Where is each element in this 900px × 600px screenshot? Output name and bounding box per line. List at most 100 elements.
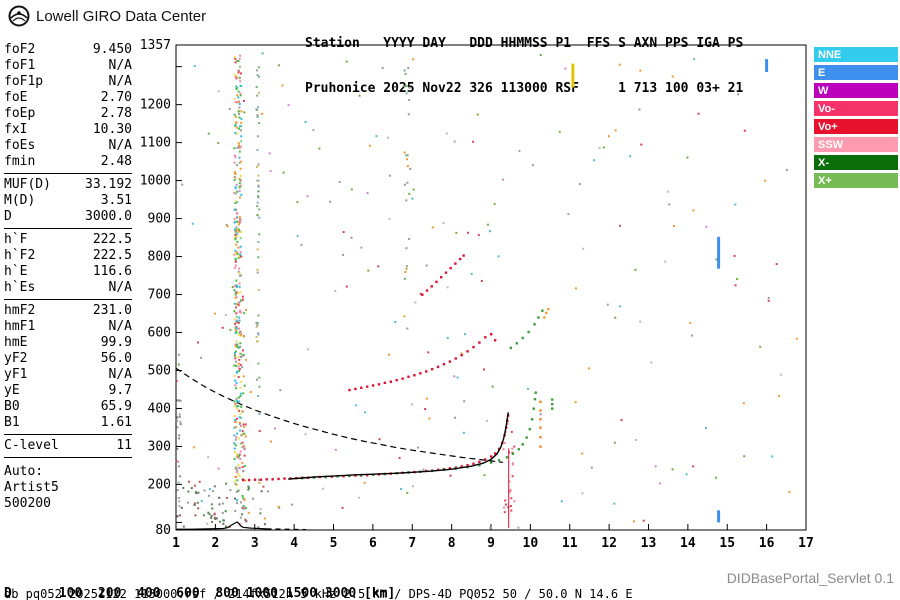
param-row-foep: foEp 2.78 — [4, 106, 132, 122]
svg-text:16: 16 — [759, 536, 775, 551]
noise-layer — [175, 52, 798, 529]
param-divider — [4, 228, 132, 229]
param-row-fmin: fmin 2.48 — [4, 154, 132, 170]
brand-title: Lowell GIRO Data Center — [36, 7, 207, 25]
series-artist-fitted-trace — [288, 412, 509, 480]
param-row-b0: B0 65.9 — [4, 399, 132, 415]
svg-text:600: 600 — [148, 326, 171, 341]
param-divider — [4, 457, 132, 458]
param-value: 222.5 — [92, 248, 132, 263]
svg-text:9: 9 — [487, 536, 495, 551]
station-header: Station YYYY DAY DDD HHMMSS P1 FFS S AXN… — [305, 6, 743, 126]
param-row-hes: h`Es N/A — [4, 280, 132, 296]
svg-text:300: 300 — [148, 439, 171, 454]
param-label: yE — [4, 383, 20, 398]
param-row-hme: hmE 99.9 — [4, 335, 132, 351]
legend-chip-vo: Vo+ — [814, 119, 898, 134]
param-label: D — [4, 209, 12, 224]
series-fxi-spread — [539, 400, 542, 448]
svg-text:80: 80 — [155, 523, 171, 538]
param-label: B1 — [4, 415, 20, 430]
param-label: foF2 — [4, 42, 36, 57]
series-muf-transmission-curve — [175, 367, 503, 463]
param-row-ye: yE 9.7 — [4, 383, 132, 399]
legend-chip-ssw: SSW — [814, 137, 898, 152]
param-row-yf1: yF1 N/A — [4, 367, 132, 383]
station-header-columns: Station YYYY DAY DDD HHMMSS P1 FFS S AXN… — [305, 36, 744, 51]
svg-text:5: 5 — [330, 536, 338, 551]
param-row-fxi: fxI 10.30 — [4, 122, 132, 138]
param-row-hmf2: hmF2 231.0 — [4, 303, 132, 319]
legend-chip-x: X+ — [814, 173, 898, 188]
series-f-trace-o-mode — [241, 414, 510, 482]
legend-chip-e: E — [814, 65, 898, 80]
giro-logo-icon — [8, 5, 30, 27]
param-value: 65.9 — [100, 399, 132, 414]
auto-program: Artist5 — [4, 480, 59, 495]
muf-table-distances: D 100 200 400 600 800 1000 1500 3000 [km… — [4, 586, 396, 600]
svg-text:1100: 1100 — [140, 136, 171, 151]
param-row-clevel: C-level 11 — [4, 438, 132, 454]
param-divider — [4, 299, 132, 300]
param-value: 222.5 — [92, 232, 132, 247]
param-value: 10.30 — [92, 122, 132, 137]
param-label: foF1 — [4, 58, 36, 73]
param-label: h`F — [4, 232, 28, 247]
echo-direction-legend: NNE E W Vo- Vo+ SSW X- X+ — [814, 47, 898, 191]
svg-text:2: 2 — [211, 536, 219, 551]
svg-text:3: 3 — [251, 536, 259, 551]
svg-text:700: 700 — [148, 288, 171, 303]
legend-chip-x: X- — [814, 155, 898, 170]
svg-text:7: 7 — [408, 536, 416, 551]
svg-text:1: 1 — [172, 536, 180, 551]
series-second-order-x — [509, 309, 544, 350]
param-label: M(D) — [4, 193, 36, 208]
auto-label: Auto: — [4, 464, 44, 479]
param-value: 56.0 — [100, 351, 132, 366]
param-value: N/A — [108, 319, 132, 334]
svg-text:1200: 1200 — [140, 98, 171, 113]
auto-version: 500200 — [4, 496, 51, 511]
param-value: 3.51 — [100, 193, 132, 208]
param-value: 11 — [116, 438, 132, 453]
param-label: fmin — [4, 154, 36, 169]
svg-text:400: 400 — [148, 401, 171, 416]
param-row-d: D 3000.0 — [4, 209, 132, 225]
series-baseline-trace — [176, 521, 267, 530]
param-label: hmF2 — [4, 303, 36, 318]
param-divider — [4, 434, 132, 435]
param-row-fof2: foF2 9.450 — [4, 42, 132, 58]
param-value: N/A — [108, 74, 132, 89]
param-value: 2.78 — [100, 106, 132, 121]
param-label: fxI — [4, 122, 28, 137]
svg-text:500: 500 — [148, 363, 171, 378]
param-label: foF1p — [4, 74, 44, 89]
series-second-order-amber — [543, 307, 550, 319]
param-value: 3000.0 — [85, 209, 132, 224]
svg-text:1357: 1357 — [140, 38, 171, 53]
series-green-spur — [551, 398, 554, 410]
station-header-values: Pruhonice 2025 Nov22 326 113000 RSF 1 71… — [305, 81, 744, 96]
series-baseline-dashed-ext — [266, 528, 306, 531]
autoscaling-block: Auto: Artist5 500200 — [4, 464, 132, 512]
param-label: yF1 — [4, 367, 28, 382]
param-label: h`F2 — [4, 248, 36, 263]
param-value: N/A — [108, 280, 132, 295]
param-row-hmf1: hmF1 N/A — [4, 319, 132, 335]
svg-text:11: 11 — [562, 536, 578, 551]
series-second-order-o — [348, 333, 497, 392]
param-rows: foF2 9.450 foF1 N/A foF1p N/A foE 2.70 foEp 2.78 f… — [4, 42, 132, 458]
param-label: C-level — [4, 438, 59, 453]
param-row-fof1p: foF1p N/A — [4, 74, 132, 90]
param-value: N/A — [108, 58, 132, 73]
param-value: 99.9 — [100, 335, 132, 350]
param-label: hmF1 — [4, 319, 36, 334]
param-row-yf2: yF2 56.0 — [4, 351, 132, 367]
param-label: MUF(D) — [4, 177, 51, 192]
param-row-hf2: h`F2 222.5 — [4, 248, 132, 264]
param-label: foEs — [4, 138, 36, 153]
svg-text:4: 4 — [290, 536, 298, 551]
plot-axes: 1 2 3 4 5 6 7 8 9 10 11 12 13 14 15 16 17135712001100100… — [140, 38, 814, 551]
svg-text:200: 200 — [148, 477, 171, 492]
